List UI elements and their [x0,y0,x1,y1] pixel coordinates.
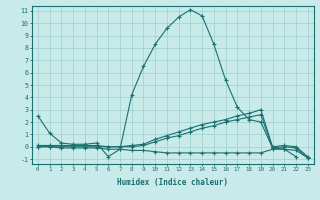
X-axis label: Humidex (Indice chaleur): Humidex (Indice chaleur) [117,178,228,187]
